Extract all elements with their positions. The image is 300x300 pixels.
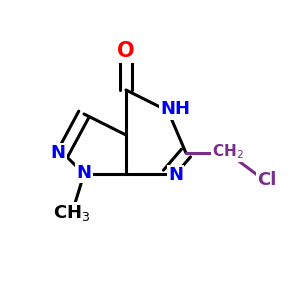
Text: N: N bbox=[50, 144, 65, 162]
Text: CH$_3$: CH$_3$ bbox=[53, 203, 91, 223]
Text: CH$_2$: CH$_2$ bbox=[212, 142, 244, 161]
Text: O: O bbox=[117, 41, 135, 61]
Text: N: N bbox=[168, 167, 183, 184]
Text: NH: NH bbox=[160, 100, 190, 118]
Text: Cl: Cl bbox=[257, 171, 277, 189]
Text: N: N bbox=[76, 164, 92, 181]
